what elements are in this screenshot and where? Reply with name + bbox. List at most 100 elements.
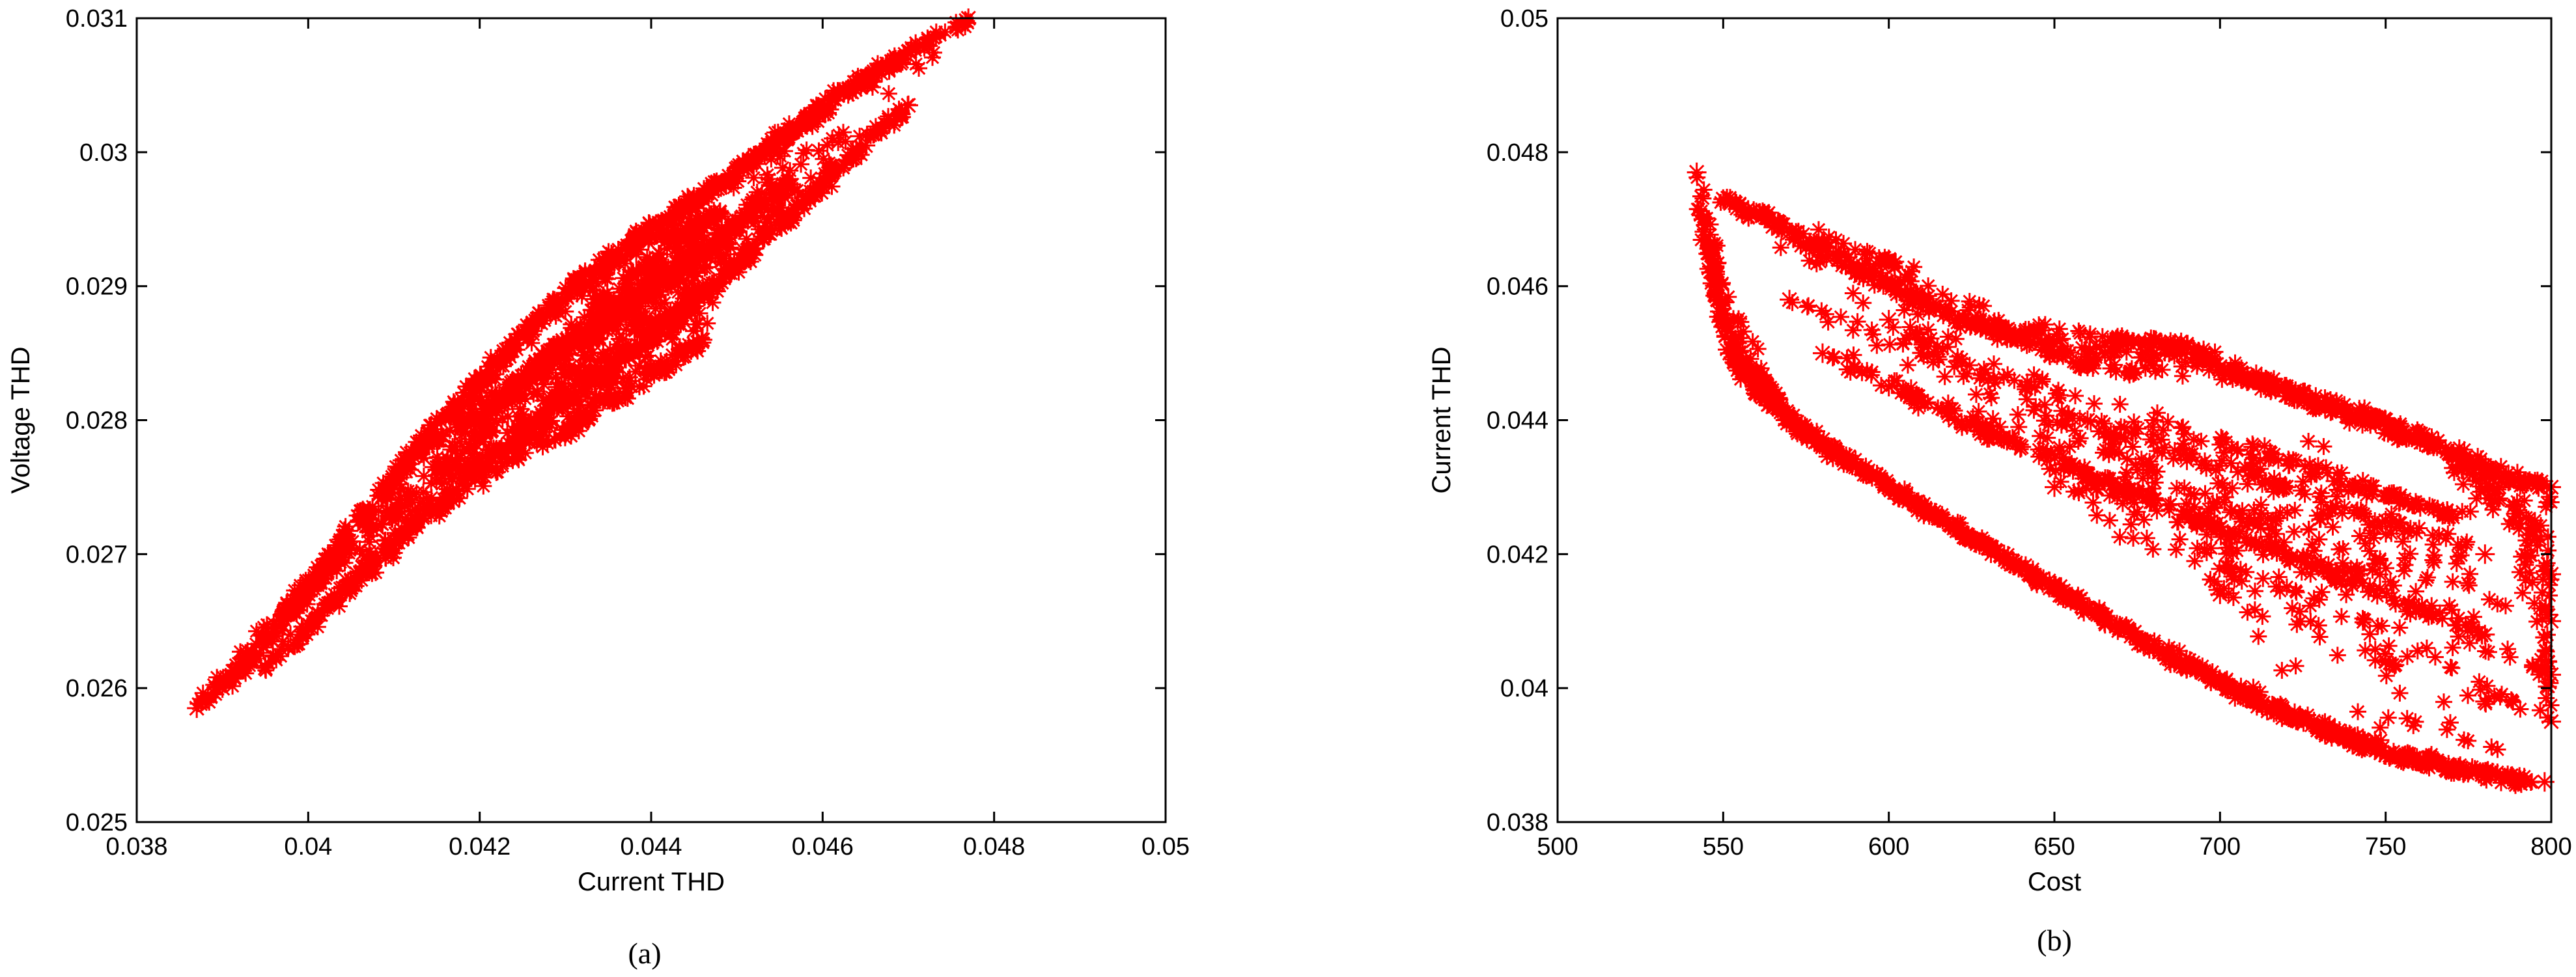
data-point-cloud-297 xyxy=(2391,619,2409,637)
data-point-cloud-2309 xyxy=(2368,587,2386,605)
data-point-3 xyxy=(264,618,284,638)
data-point-cloud-2160 xyxy=(2477,642,2495,660)
data-point-cloud-2469 xyxy=(652,245,669,263)
data-point-5 xyxy=(324,544,344,564)
data-point-cloud-1847 xyxy=(2501,648,2519,666)
data-point-cloud-2564 xyxy=(559,417,577,435)
data-point-cloud-1598 xyxy=(2135,511,2153,529)
data-point-cloud-1994 xyxy=(1902,379,1920,396)
data-point-cloud-2271 xyxy=(1716,294,1733,311)
data-point-cloud-1980 xyxy=(2219,539,2236,557)
data-point-34 xyxy=(684,296,704,316)
data-point-cloud-2578 xyxy=(680,198,698,215)
data-point-cloud-2184 xyxy=(274,633,292,650)
data-point-22 xyxy=(899,42,918,62)
data-point-cloud-2084 xyxy=(2101,512,2118,529)
data-point-cloud-1869 xyxy=(2517,571,2534,589)
data-point-cloud-2308 xyxy=(416,502,434,519)
data-point-cloud-2248 xyxy=(402,511,419,529)
data-point-53 xyxy=(607,390,627,410)
data-point-cloud-2582 xyxy=(767,180,785,198)
data-point-cloud-2244 xyxy=(2308,556,2325,573)
data-point-cloud-2577 xyxy=(619,279,636,297)
data-point-cloud-1974 xyxy=(2265,445,2283,463)
data-point-cloud-1530 xyxy=(2398,709,2416,727)
x-tick-label: 0.046 xyxy=(792,833,854,860)
data-point-cloud-2514 xyxy=(634,312,652,330)
data-point-cloud-2587 xyxy=(485,445,503,463)
data-point-cloud-1908 xyxy=(2095,444,2112,461)
data-point-cloud-2476 xyxy=(781,208,799,226)
data-point-cloud-2039 xyxy=(2181,506,2199,523)
data-point-cloud-2253 xyxy=(2186,553,2204,570)
data-point-cloud-2159 xyxy=(2202,540,2220,557)
data-point-cloud-1987 xyxy=(2379,709,2397,726)
data-point-cloud-2408 xyxy=(557,351,574,369)
data-point-58 xyxy=(436,463,455,484)
data-point-32 xyxy=(598,357,619,377)
data-point-41 xyxy=(453,417,473,437)
data-point-cloud-2538 xyxy=(494,458,511,475)
data-point-cloud-2137 xyxy=(2293,564,2310,581)
data-point-cloud-2053 xyxy=(2534,584,2551,601)
data-point-60 xyxy=(521,363,541,383)
data-point-cloud-343 xyxy=(2418,569,2436,586)
data-point-cloud-2553 xyxy=(707,174,725,191)
data-point-cloud-2516 xyxy=(683,214,701,232)
data-point-cloud-1587 xyxy=(2246,601,2263,618)
data-point-cloud-2491 xyxy=(815,104,832,122)
panel-caption: (a) xyxy=(628,937,661,970)
data-point-cloud-1755 xyxy=(2489,741,2506,758)
data-point-cloud-2041 xyxy=(2065,483,2083,501)
data-point-49 xyxy=(744,202,764,223)
data-point-54 xyxy=(658,357,679,377)
data-point-cloud-2198 xyxy=(2372,580,2389,598)
data-point-cloud-1365 xyxy=(2174,418,2192,435)
data-point-cloud-1761 xyxy=(2491,768,2509,786)
data-point-47 xyxy=(675,249,695,269)
data-point-cloud-2549 xyxy=(925,44,942,61)
point-cloud xyxy=(1688,169,2560,794)
data-point-cloud-2433 xyxy=(729,172,747,190)
data-point-21 xyxy=(864,62,884,82)
data-point-cloud-2464 xyxy=(622,339,639,357)
data-point-cloud-2168 xyxy=(2331,541,2348,558)
data-point-19 xyxy=(796,109,815,129)
data-point-cloud-2109 xyxy=(2084,494,2102,512)
data-point-cloud-674 xyxy=(2250,627,2267,645)
data-point-cloud-2414 xyxy=(510,451,527,469)
data-point-cloud-2557 xyxy=(804,185,821,202)
data-point-cloud-2316 xyxy=(531,404,549,421)
data-point-cloud-641 xyxy=(2438,721,2456,738)
data-point-33 xyxy=(641,330,661,350)
data-point-cloud-2565 xyxy=(792,156,810,173)
data-point-cloud-2354 xyxy=(880,107,897,125)
data-point-cloud-2409 xyxy=(796,200,813,217)
data-point-cloud-2168 xyxy=(858,77,876,95)
data-point-55 xyxy=(693,330,712,350)
data-point-cloud-2520 xyxy=(555,333,572,351)
data-point-cloud-1354 xyxy=(2023,378,2040,396)
data-point-cloud-1799 xyxy=(2425,547,2443,564)
data-point-cloud-2010 xyxy=(2256,473,2274,491)
data-point-cloud-2120 xyxy=(2447,617,2465,635)
data-point-cloud-2573 xyxy=(835,124,852,141)
data-point-cloud-2110 xyxy=(1999,366,2017,383)
data-point-cloud-2352 xyxy=(482,369,499,387)
data-point-cloud-1944 xyxy=(2111,529,2129,546)
data-point-44 xyxy=(572,330,593,350)
data-point-cloud-1693 xyxy=(2226,571,2243,588)
data-point-cloud-1585 xyxy=(2435,693,2452,711)
data-point-cloud-1607 xyxy=(1881,336,1899,353)
x-axis-label: Current THD xyxy=(578,868,725,896)
data-point-12 xyxy=(555,282,576,303)
data-point-1 xyxy=(212,678,232,698)
data-point-16 xyxy=(693,189,712,209)
data-point-cloud-1120 xyxy=(2067,387,2084,405)
data-point-cloud-2127 xyxy=(2407,493,2424,510)
data-point-cloud-2241 xyxy=(2394,533,2411,551)
data-point-cloud-2035 xyxy=(2211,457,2228,475)
data-point-cloud-2108 xyxy=(2185,431,2202,448)
data-point-27 xyxy=(384,530,404,551)
